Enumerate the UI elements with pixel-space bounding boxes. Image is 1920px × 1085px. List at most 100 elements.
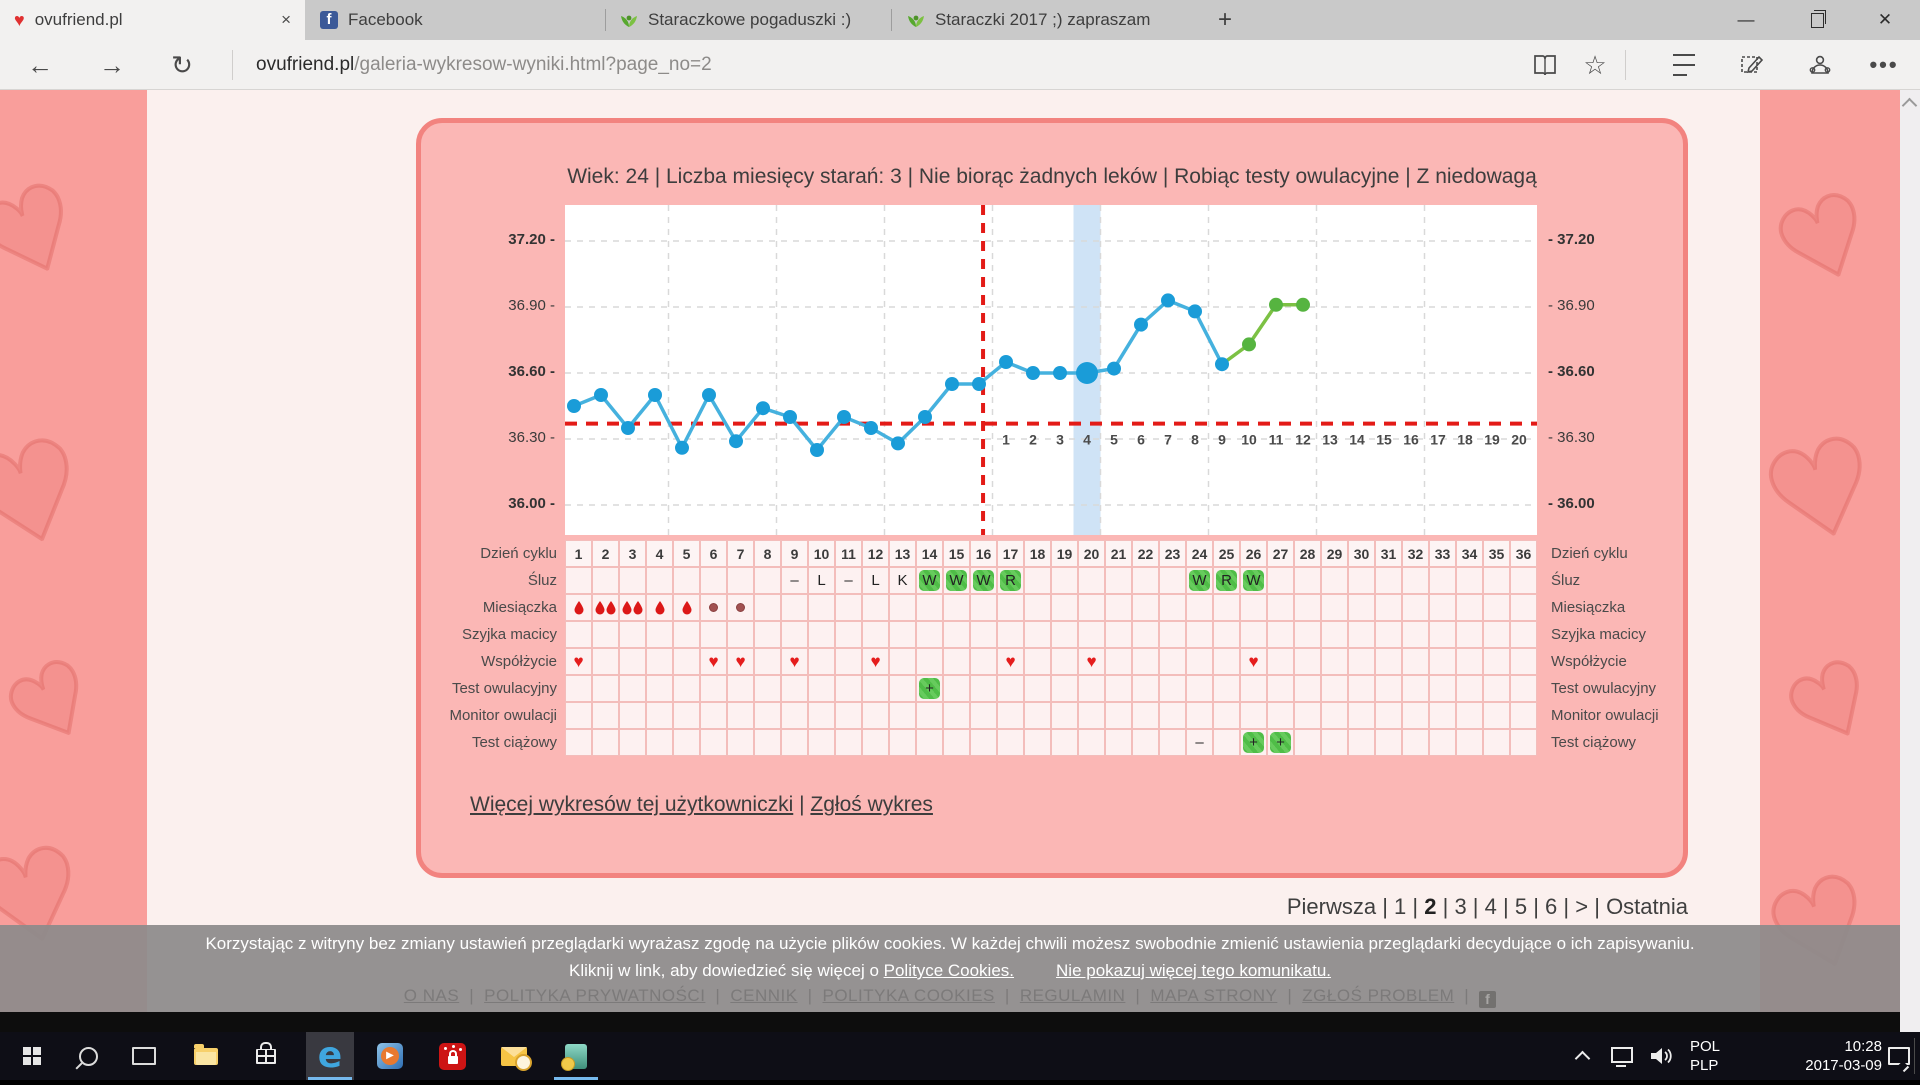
- cycle-data-cell[interactable]: [943, 594, 970, 621]
- day-number-cell[interactable]: 19: [1051, 540, 1078, 567]
- tab-staraczkowe[interactable]: Staraczkowe pogaduszki :): [606, 0, 889, 40]
- cycle-data-cell[interactable]: [592, 675, 619, 702]
- cycle-data-cell[interactable]: ♥: [565, 648, 592, 675]
- reading-list-icon[interactable]: [1523, 40, 1567, 90]
- cycle-data-cell[interactable]: [1294, 621, 1321, 648]
- cycle-data-cell[interactable]: [1186, 648, 1213, 675]
- cycle-data-cell[interactable]: [1348, 648, 1375, 675]
- page-scrollbar[interactable]: [1900, 90, 1920, 1032]
- taskbar-search-button[interactable]: [64, 1032, 112, 1080]
- cycle-data-cell[interactable]: [1132, 702, 1159, 729]
- new-tab-button[interactable]: +: [1217, 6, 1232, 33]
- cycle-data-cell[interactable]: ♥: [862, 648, 889, 675]
- day-number-cell[interactable]: 22: [1132, 540, 1159, 567]
- cycle-data-cell[interactable]: [1213, 594, 1240, 621]
- day-number-cell[interactable]: 12: [862, 540, 889, 567]
- cycle-data-cell[interactable]: [1429, 729, 1456, 756]
- day-number-cell[interactable]: 35: [1483, 540, 1510, 567]
- cycle-data-cell[interactable]: [1132, 729, 1159, 756]
- cycle-data-cell[interactable]: [1051, 594, 1078, 621]
- cycle-data-cell[interactable]: [1240, 621, 1267, 648]
- cycle-data-cell[interactable]: [1105, 594, 1132, 621]
- cycle-data-cell[interactable]: [1051, 675, 1078, 702]
- cycle-data-cell[interactable]: [1348, 621, 1375, 648]
- tab-facebook[interactable]: f Facebook: [306, 0, 604, 40]
- cycle-data-cell[interactable]: [943, 702, 970, 729]
- cycle-data-cell[interactable]: [700, 702, 727, 729]
- tray-overflow-button[interactable]: [1564, 1032, 1600, 1080]
- cycle-data-cell[interactable]: [1186, 702, 1213, 729]
- cycle-data-cell[interactable]: [673, 621, 700, 648]
- pagination-item-4[interactable]: 4: [1484, 894, 1497, 919]
- cycle-data-cell[interactable]: [1456, 621, 1483, 648]
- cycle-data-cell[interactable]: [754, 594, 781, 621]
- cycle-data-cell[interactable]: [1429, 621, 1456, 648]
- footer-link[interactable]: ZGŁOŚ PROBLEM: [1302, 986, 1455, 1005]
- cycle-data-cell[interactable]: [592, 594, 619, 621]
- cycle-data-cell[interactable]: [646, 621, 673, 648]
- cycle-data-cell[interactable]: W: [970, 567, 997, 594]
- cycle-data-cell[interactable]: L: [862, 567, 889, 594]
- cycle-data-cell[interactable]: [916, 702, 943, 729]
- cycle-data-cell[interactable]: [1294, 729, 1321, 756]
- cycle-data-cell[interactable]: [781, 702, 808, 729]
- cycle-data-cell[interactable]: [1186, 594, 1213, 621]
- day-number-cell[interactable]: 7: [727, 540, 754, 567]
- cycle-data-cell[interactable]: ♥: [1078, 648, 1105, 675]
- cycle-data-cell[interactable]: W: [943, 567, 970, 594]
- cycle-data-cell[interactable]: [1024, 702, 1051, 729]
- cycle-data-cell[interactable]: [592, 621, 619, 648]
- cycle-data-cell[interactable]: [619, 702, 646, 729]
- cycle-data-cell[interactable]: [1294, 594, 1321, 621]
- cycle-data-cell[interactable]: W: [916, 567, 943, 594]
- cycle-data-cell[interactable]: [997, 675, 1024, 702]
- cycle-data-cell[interactable]: [700, 729, 727, 756]
- cycle-data-cell[interactable]: [1186, 621, 1213, 648]
- cycle-data-cell[interactable]: +: [916, 675, 943, 702]
- cycle-data-cell[interactable]: [1456, 729, 1483, 756]
- cycle-data-cell[interactable]: [619, 675, 646, 702]
- cycle-data-cell[interactable]: [646, 567, 673, 594]
- cycle-data-cell[interactable]: [916, 594, 943, 621]
- cycle-data-cell[interactable]: [1402, 567, 1429, 594]
- cycle-data-cell[interactable]: W: [1186, 567, 1213, 594]
- cycle-data-cell[interactable]: [1402, 648, 1429, 675]
- day-number-cell[interactable]: 33: [1429, 540, 1456, 567]
- cycle-data-cell[interactable]: [1321, 621, 1348, 648]
- cycle-data-cell[interactable]: [1402, 594, 1429, 621]
- facebook-footer-icon[interactable]: f: [1479, 991, 1497, 1008]
- cycle-data-cell[interactable]: [1159, 702, 1186, 729]
- cycle-data-cell[interactable]: [592, 729, 619, 756]
- language-indicator[interactable]: POL PLP: [1690, 1032, 1742, 1085]
- cycle-data-cell[interactable]: [889, 621, 916, 648]
- cycle-data-cell[interactable]: [862, 621, 889, 648]
- cycle-data-cell[interactable]: ♥: [727, 648, 754, 675]
- cycle-data-cell[interactable]: [1159, 567, 1186, 594]
- cycle-data-cell[interactable]: [1213, 621, 1240, 648]
- day-number-cell[interactable]: 31: [1375, 540, 1402, 567]
- clock-tray[interactable]: 10:28 2017-03-09: [1752, 1032, 1882, 1085]
- cycle-data-cell[interactable]: [673, 729, 700, 756]
- cycle-data-cell[interactable]: [1213, 675, 1240, 702]
- cycle-data-cell[interactable]: [1375, 702, 1402, 729]
- cycle-data-cell[interactable]: [1105, 729, 1132, 756]
- cycle-data-cell[interactable]: [1105, 567, 1132, 594]
- day-number-cell[interactable]: 36: [1510, 540, 1537, 567]
- security-app-button[interactable]: [428, 1032, 476, 1080]
- pagination-item-pierwsza[interactable]: Pierwsza: [1286, 894, 1377, 919]
- cycle-data-cell[interactable]: [862, 594, 889, 621]
- cycle-data-cell[interactable]: [889, 594, 916, 621]
- cycle-data-cell[interactable]: [1429, 567, 1456, 594]
- day-number-cell[interactable]: 18: [1024, 540, 1051, 567]
- cycle-data-cell[interactable]: ♥: [1240, 648, 1267, 675]
- cycle-data-cell[interactable]: [1159, 621, 1186, 648]
- more-actions-icon[interactable]: •••: [1869, 52, 1899, 77]
- cycle-data-cell[interactable]: [1375, 648, 1402, 675]
- cycle-data-cell[interactable]: +: [1267, 729, 1294, 756]
- cycle-data-cell[interactable]: [997, 729, 1024, 756]
- cycle-data-cell[interactable]: [1402, 621, 1429, 648]
- cycle-data-cell[interactable]: [1321, 648, 1348, 675]
- cycle-data-cell[interactable]: [754, 675, 781, 702]
- cycle-data-cell[interactable]: [565, 675, 592, 702]
- cycle-data-cell[interactable]: [673, 594, 700, 621]
